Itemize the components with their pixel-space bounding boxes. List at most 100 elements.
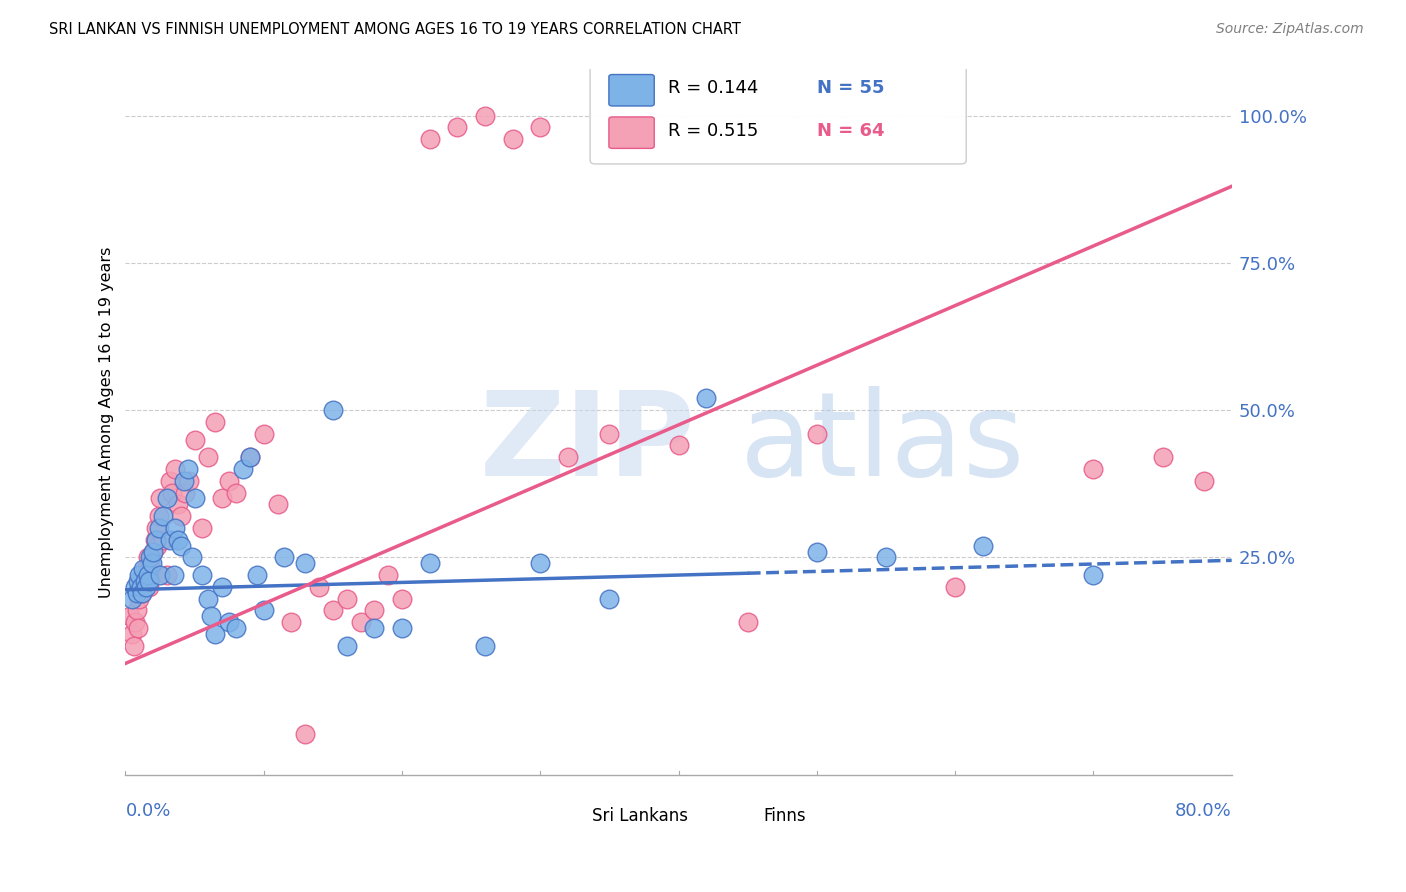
Point bbox=[118, 609, 141, 624]
Point bbox=[135, 580, 157, 594]
Point bbox=[232, 462, 254, 476]
Point bbox=[165, 462, 187, 476]
Point bbox=[294, 727, 316, 741]
Point bbox=[557, 450, 579, 465]
Point bbox=[132, 568, 155, 582]
Point bbox=[183, 433, 205, 447]
Point bbox=[668, 438, 690, 452]
Point bbox=[121, 591, 143, 606]
Point bbox=[363, 603, 385, 617]
Point bbox=[139, 550, 162, 565]
Point bbox=[239, 450, 262, 465]
Point bbox=[308, 580, 330, 594]
Point bbox=[322, 603, 344, 617]
Point bbox=[336, 591, 359, 606]
Point bbox=[170, 509, 193, 524]
Point bbox=[253, 603, 276, 617]
Point bbox=[294, 556, 316, 570]
Point bbox=[176, 462, 198, 476]
Point bbox=[131, 586, 153, 600]
Point bbox=[149, 568, 172, 582]
Point bbox=[131, 586, 153, 600]
Point bbox=[146, 539, 169, 553]
Point bbox=[125, 586, 148, 600]
Text: R = 0.144: R = 0.144 bbox=[668, 79, 758, 97]
Point bbox=[163, 568, 186, 582]
Point bbox=[266, 497, 288, 511]
Point bbox=[129, 580, 152, 594]
Point bbox=[253, 426, 276, 441]
Point bbox=[1083, 568, 1105, 582]
Text: 80.0%: 80.0% bbox=[1175, 802, 1232, 820]
Point bbox=[419, 132, 441, 146]
Point bbox=[474, 639, 496, 653]
Text: N = 55: N = 55 bbox=[817, 79, 884, 97]
Point bbox=[391, 621, 413, 635]
Point bbox=[141, 556, 163, 570]
Point bbox=[124, 615, 146, 630]
Point bbox=[737, 615, 759, 630]
Point bbox=[138, 574, 160, 588]
Point bbox=[474, 109, 496, 123]
Point bbox=[129, 580, 152, 594]
Point bbox=[1192, 474, 1215, 488]
Point bbox=[162, 485, 184, 500]
Point bbox=[204, 627, 226, 641]
Point bbox=[139, 556, 162, 570]
Point bbox=[121, 627, 143, 641]
Point bbox=[127, 621, 149, 635]
Point bbox=[529, 556, 551, 570]
Point bbox=[806, 544, 828, 558]
Point bbox=[167, 533, 190, 547]
Point bbox=[391, 591, 413, 606]
Text: SRI LANKAN VS FINNISH UNEMPLOYMENT AMONG AGES 16 TO 19 YEARS CORRELATION CHART: SRI LANKAN VS FINNISH UNEMPLOYMENT AMONG… bbox=[49, 22, 741, 37]
Point bbox=[134, 574, 156, 588]
Point bbox=[349, 615, 371, 630]
Point bbox=[145, 521, 167, 535]
Point bbox=[156, 491, 179, 506]
Point bbox=[197, 450, 219, 465]
Text: N = 64: N = 64 bbox=[817, 121, 884, 140]
Text: Sri Lankans: Sri Lankans bbox=[592, 806, 689, 824]
Point bbox=[180, 550, 202, 565]
Point bbox=[152, 533, 174, 547]
FancyBboxPatch shape bbox=[609, 117, 654, 148]
FancyBboxPatch shape bbox=[591, 62, 966, 164]
Point bbox=[806, 426, 828, 441]
Text: 0.0%: 0.0% bbox=[125, 802, 172, 820]
Text: Source: ZipAtlas.com: Source: ZipAtlas.com bbox=[1216, 22, 1364, 37]
Point bbox=[134, 574, 156, 588]
Text: atlas: atlas bbox=[740, 385, 1025, 500]
Text: Finns: Finns bbox=[763, 806, 807, 824]
Point bbox=[377, 568, 399, 582]
Point bbox=[943, 580, 966, 594]
Point bbox=[197, 591, 219, 606]
Point bbox=[128, 591, 150, 606]
Point bbox=[170, 539, 193, 553]
Point bbox=[143, 533, 166, 547]
Point bbox=[211, 491, 233, 506]
Point bbox=[972, 539, 994, 553]
Point bbox=[142, 544, 165, 558]
Point bbox=[128, 568, 150, 582]
Point bbox=[132, 562, 155, 576]
Point bbox=[211, 580, 233, 594]
FancyBboxPatch shape bbox=[543, 801, 582, 830]
Point bbox=[239, 450, 262, 465]
Point bbox=[136, 550, 159, 565]
Point bbox=[218, 474, 240, 488]
Point bbox=[200, 609, 222, 624]
Point bbox=[502, 132, 524, 146]
Point bbox=[148, 509, 170, 524]
Point bbox=[1083, 462, 1105, 476]
Point bbox=[135, 562, 157, 576]
Point bbox=[529, 120, 551, 135]
Point bbox=[177, 474, 200, 488]
Point bbox=[141, 568, 163, 582]
Y-axis label: Unemployment Among Ages 16 to 19 years: Unemployment Among Ages 16 to 19 years bbox=[100, 246, 114, 598]
Point bbox=[875, 550, 897, 565]
Point bbox=[142, 544, 165, 558]
Point bbox=[183, 491, 205, 506]
Point bbox=[280, 615, 302, 630]
Point bbox=[136, 568, 159, 582]
